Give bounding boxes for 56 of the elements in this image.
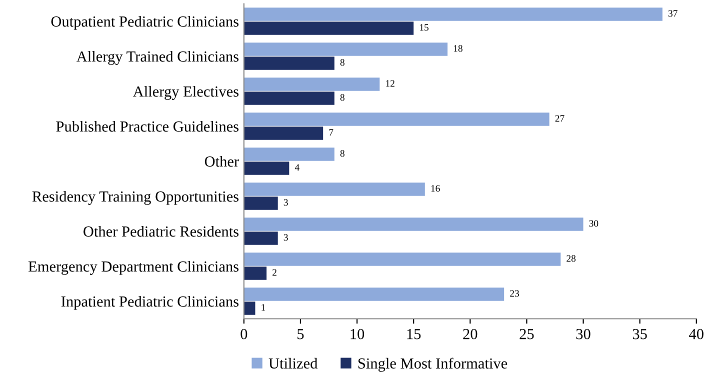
data-label: 4 <box>294 164 300 171</box>
x-tick-label: 5 <box>298 329 304 340</box>
legend-label: Single Most Informative <box>358 358 508 372</box>
y-tick-label: Emergency Department Clinicians <box>28 260 238 275</box>
bar <box>244 162 290 175</box>
data-label: 2 <box>272 269 276 276</box>
data-label: 12 <box>386 80 394 87</box>
y-tick-label: Outpatient Pediatric Clinicians <box>51 16 238 30</box>
y-tick-label: Other <box>204 156 239 167</box>
data-label: 27 <box>555 115 564 122</box>
x-tick-label: 0 <box>240 328 248 340</box>
bar <box>244 8 662 21</box>
x-tick-label: 40 <box>689 328 704 340</box>
data-label: 15 <box>420 24 428 31</box>
data-label: 7 <box>329 129 334 136</box>
legend-label: Utilized <box>268 358 318 369</box>
x-tick-label: 25 <box>520 328 534 340</box>
data-label: 18 <box>454 45 462 52</box>
data-label: 16 <box>431 185 440 192</box>
data-label: 30 <box>589 220 598 227</box>
x-tick-label: 30 <box>576 328 590 340</box>
x-tick-label: 35 <box>632 328 647 340</box>
bar <box>244 266 267 280</box>
x-tick-label: 20 <box>463 328 478 340</box>
data-label: 1 <box>262 304 266 311</box>
bar <box>244 148 334 161</box>
data-label: 3 <box>284 234 288 241</box>
x-tick-label: 15 <box>407 328 421 340</box>
bar <box>244 302 256 315</box>
bar <box>244 232 278 245</box>
bar <box>244 288 504 301</box>
data-label: 8 <box>340 59 344 66</box>
bar <box>244 22 414 35</box>
bar <box>244 182 425 196</box>
x-tick-label: 10 <box>350 328 364 340</box>
bar <box>244 126 324 140</box>
bar <box>244 92 334 105</box>
bar <box>244 196 278 210</box>
y-tick-label: Inpatient Pediatric Clinicians <box>61 296 238 310</box>
data-label: 37 <box>668 10 678 17</box>
y-tick-label: Residency Training Opportunities <box>32 190 238 205</box>
bar <box>244 112 550 126</box>
y-tick-label: Allergy Electives <box>132 86 238 100</box>
bar <box>244 56 334 70</box>
bar <box>244 42 448 56</box>
data-label: 3 <box>284 199 288 206</box>
data-label: 8 <box>340 150 344 157</box>
y-tick-label: Published Practice Guidelines <box>56 120 238 132</box>
data-label: 23 <box>510 290 519 297</box>
bar <box>244 252 561 266</box>
bar <box>244 78 380 91</box>
data-label: 8 <box>340 94 344 101</box>
y-tick-label: Other Pediatric Residents <box>84 226 238 237</box>
y-tick-label: Allergy Trained Clinicians <box>76 50 238 65</box>
data-label: 28 <box>566 255 576 262</box>
bar <box>244 218 584 231</box>
